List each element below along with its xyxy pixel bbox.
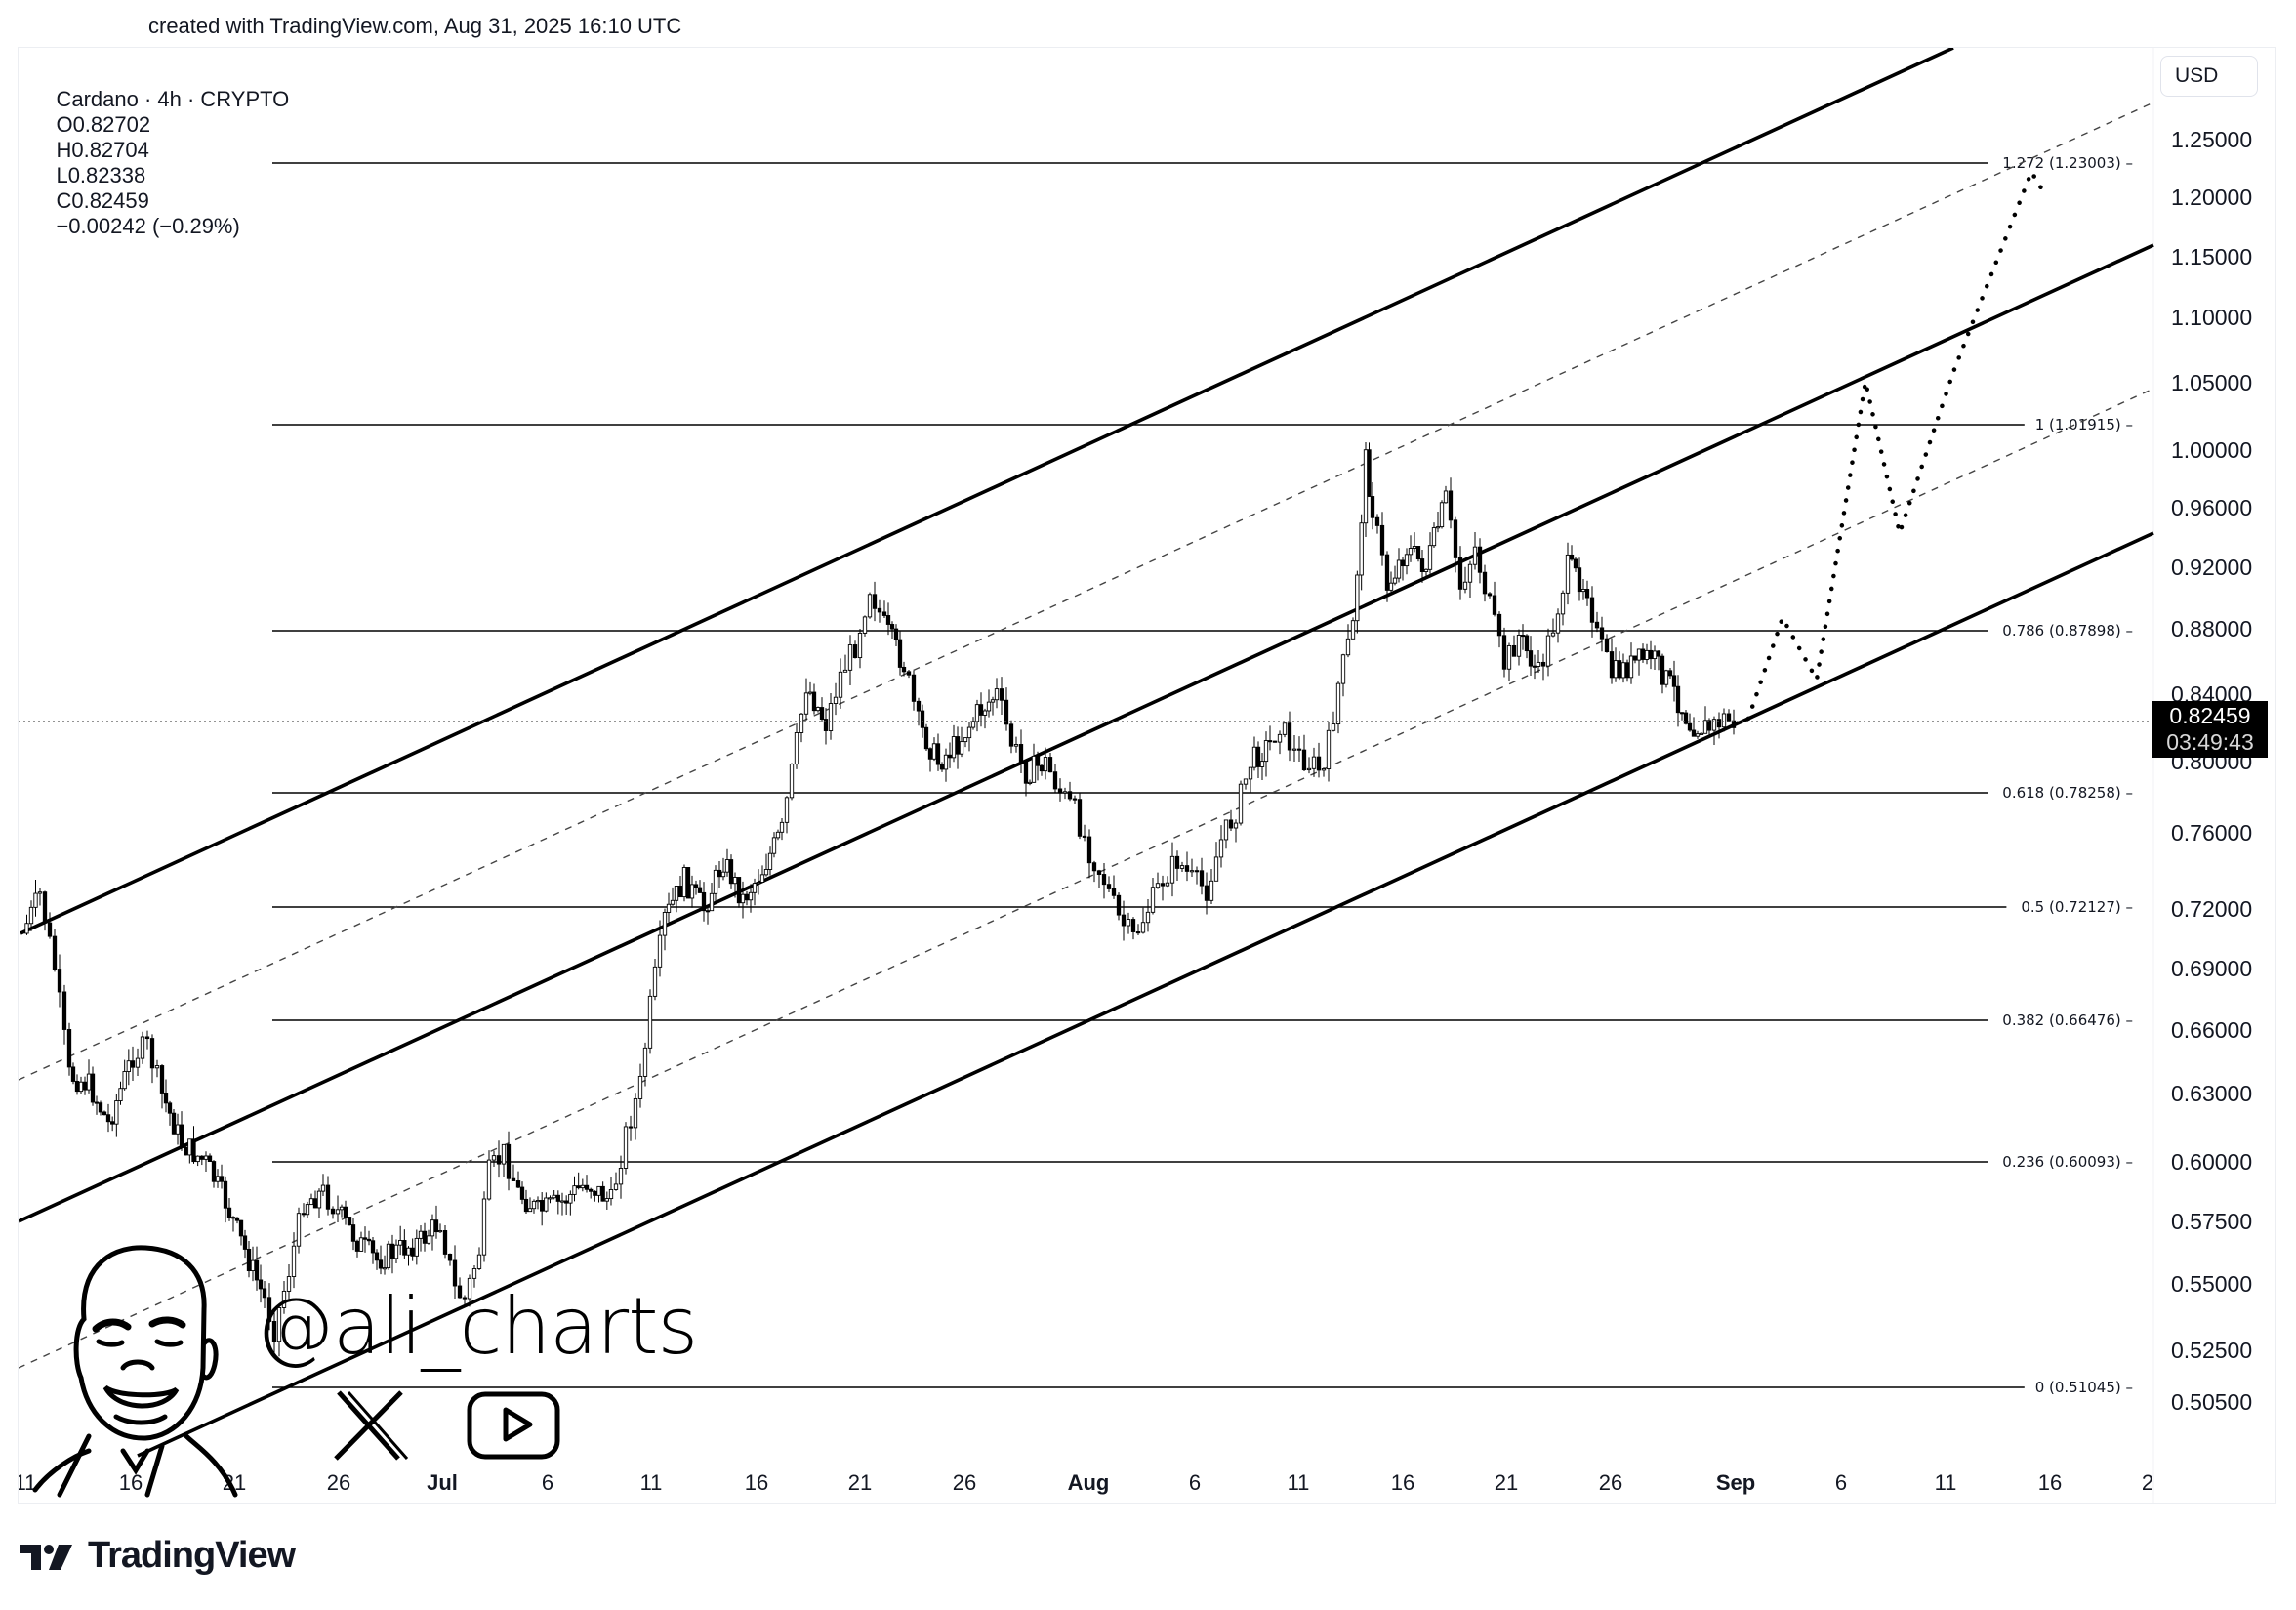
channel-line-lower[interactable]: [137, 531, 2154, 1458]
price-tick-label: 1.05000: [2171, 370, 2252, 395]
fib-label: 1.272 (1.23003) –: [2002, 154, 2133, 172]
fib-label: 1 (1.01915) –: [2035, 416, 2133, 433]
price-axis[interactable]: 1.25000 1.20000 1.15000 1.10000 1.05000 1.000…: [2171, 127, 2252, 1415]
channel-line-middle[interactable]: [19, 243, 2154, 1223]
chart-panel[interactable]: 1.272 (1.23003) – 1 (1.01915) – 0.786 (0.8…: [18, 47, 2276, 1504]
fib-level-0.5[interactable]: 0.5 (0.72127) –: [272, 898, 2133, 916]
time-axis[interactable]: 11162126Jul611162126Aug611162126Sep61116…: [19, 1470, 2153, 1495]
current-price-badge: 0.82459 03:49:43: [2152, 701, 2268, 758]
fib-label: 0.5 (0.72127) –: [2021, 898, 2133, 916]
created-with-caption: created with TradingView.com, Aug 31, 20…: [148, 14, 682, 38]
time-tick-label: 6: [1189, 1470, 1201, 1495]
fib-label: 0 (0.51045) –: [2035, 1379, 2133, 1396]
fib-level-0.382[interactable]: 0.382 (0.66476) –: [272, 1011, 2133, 1029]
watermark-handle: @ali_charts: [256, 1281, 698, 1372]
avatar-illustration: [32, 1245, 238, 1498]
price-tick-label: 0.96000: [2171, 495, 2252, 520]
price-tick-label: 0.88000: [2171, 616, 2252, 641]
fib-label: 0.618 (0.78258) –: [2002, 784, 2133, 802]
time-tick-label: Aug: [1068, 1470, 1110, 1495]
fib-level-0.786[interactable]: 0.786 (0.87898) –: [272, 622, 2133, 640]
time-tick-label: 21: [1495, 1470, 1518, 1495]
price-tick-label: 0.55000: [2171, 1271, 2252, 1297]
candle-countdown: 03:49:43: [2166, 729, 2254, 755]
tradingview-logo[interactable]: TradingView: [20, 1535, 296, 1577]
price-candles: [24, 441, 1737, 1357]
price-tick-label: 0.69000: [2171, 956, 2252, 981]
x-logo-icon: [334, 1390, 409, 1461]
price-tick-label: 0.72000: [2171, 896, 2252, 922]
symbol-label[interactable]: Cardano · 4h · CRYPTO: [56, 87, 290, 111]
fibonacci-retracement[interactable]: 1.272 (1.23003) – 1 (1.01915) – 0.786 (0.8…: [272, 154, 2133, 1396]
fib-level-0.236[interactable]: 0.236 (0.60093) –: [272, 1153, 2133, 1171]
time-tick-label: 11: [640, 1470, 663, 1495]
time-tick-label: Sep: [1716, 1470, 1755, 1495]
price-tick-label: 0.76000: [2171, 820, 2252, 846]
price-tick-label: 0.60000: [2171, 1149, 2252, 1175]
youtube-play-icon: [467, 1391, 560, 1460]
time-tick-label: 16: [745, 1470, 768, 1495]
time-tick-label: 26: [1599, 1470, 1622, 1495]
time-tick-label: 6: [1835, 1470, 1847, 1495]
fib-level-1.272[interactable]: 1.272 (1.23003) –: [272, 154, 2133, 172]
time-tick-label: 11: [19, 1470, 36, 1495]
fib-label: 0.786 (0.87898) –: [2002, 622, 2133, 640]
open-value: O0.82702: [56, 112, 151, 137]
price-tick-label: 0.63000: [2171, 1081, 2252, 1106]
channel-line-upper-mid[interactable]: [19, 102, 2154, 1081]
time-tick-label: 16: [2038, 1470, 2062, 1495]
change-value: −0.00242 (−0.29%): [56, 214, 240, 238]
time-tick-label: 16: [119, 1470, 143, 1495]
time-tick-label: 16: [1391, 1470, 1414, 1495]
price-tick-label: 0.57500: [2171, 1209, 2252, 1234]
channel-line-upper[interactable]: [20, 48, 1954, 935]
time-tick-label: 21: [848, 1470, 872, 1495]
close-value: C0.82459: [56, 188, 149, 213]
time-tick-label: 11: [1935, 1470, 1957, 1495]
low-value: L0.82338: [56, 163, 146, 187]
time-tick-label: Jul: [427, 1470, 458, 1495]
price-tick-label: 0.92000: [2171, 555, 2252, 580]
tradingview-wordmark: TradingView: [88, 1535, 296, 1576]
price-tick-label: 0.52500: [2171, 1338, 2252, 1363]
price-tick-label: 1.20000: [2171, 185, 2252, 210]
high-value: H0.82704: [56, 138, 149, 162]
time-tick-label: 26: [953, 1470, 976, 1495]
ohlc-legend: Cardano · 4h · CRYPTO O0.82702 H0.82704 …: [32, 62, 299, 265]
time-tick-label: 11: [1288, 1470, 1310, 1495]
fib-level-0.618[interactable]: 0.618 (0.78258) –: [272, 784, 2133, 802]
price-tick-label: 0.50500: [2171, 1389, 2252, 1415]
price-tick-label: 1.25000: [2171, 127, 2252, 152]
price-tick-label: 1.10000: [2171, 305, 2252, 330]
fib-label: 0.236 (0.60093) –: [2002, 1153, 2133, 1171]
currency-button[interactable]: USD: [2160, 56, 2258, 97]
time-tick-label: 2: [2142, 1470, 2153, 1495]
fib-label: 0.382 (0.66476) –: [2002, 1011, 2133, 1029]
channel-line-lower-mid[interactable]: [19, 388, 2154, 1369]
price-tick-label: 1.15000: [2171, 244, 2252, 269]
price-tick-label: 0.66000: [2171, 1017, 2252, 1043]
price-tick-label: 1.00000: [2171, 437, 2252, 463]
current-price-value: 0.82459: [2169, 703, 2251, 728]
time-tick-label: 6: [542, 1470, 554, 1495]
parallel-channel[interactable]: [19, 48, 2154, 1458]
fib-level-1[interactable]: 1 (1.01915) –: [272, 416, 2133, 433]
projection-path[interactable]: [1745, 166, 2049, 722]
time-tick-label: 26: [327, 1470, 350, 1495]
tradingview-logo-icon: [20, 1544, 72, 1570]
chart-canvas[interactable]: 1.272 (1.23003) – 1 (1.01915) – 0.786 (0.8…: [19, 48, 2276, 1503]
fib-level-0[interactable]: 0 (0.51045) –: [272, 1379, 2133, 1396]
